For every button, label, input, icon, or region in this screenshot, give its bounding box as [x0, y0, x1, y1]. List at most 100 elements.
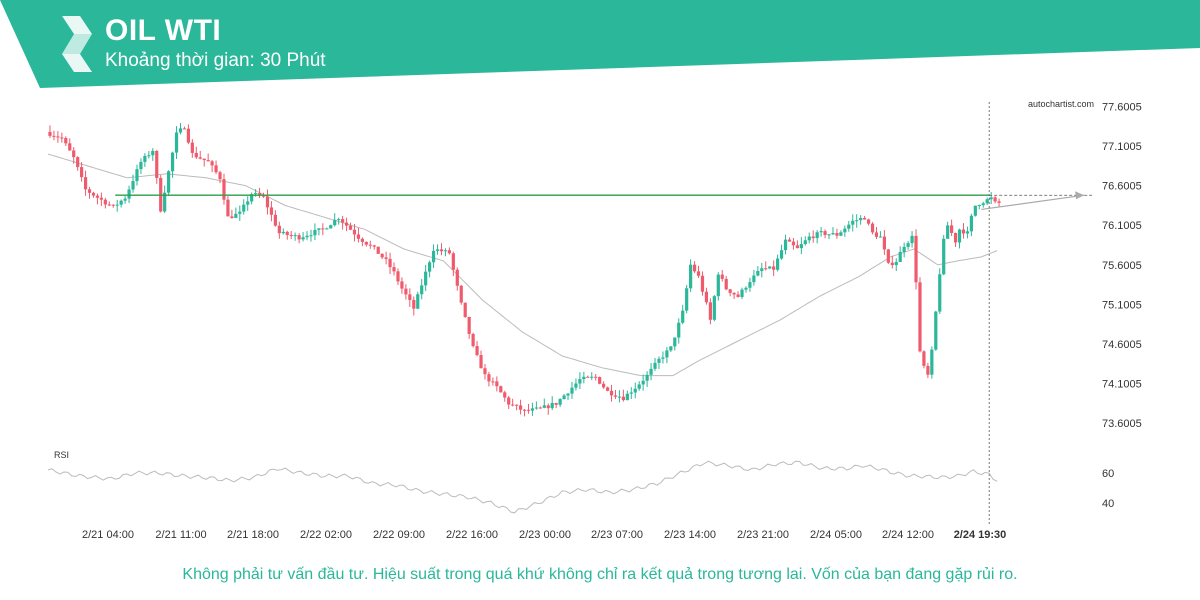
- candle-body: [692, 264, 697, 272]
- candle-body: [246, 201, 250, 205]
- candle-body: [617, 396, 622, 398]
- candle-body: [321, 228, 325, 230]
- candle-body: [76, 157, 80, 168]
- candle-body: [645, 374, 649, 381]
- candle-body: [52, 135, 56, 137]
- candle-body: [819, 231, 823, 233]
- candle-body: [60, 137, 64, 139]
- candle-body: [637, 384, 641, 389]
- candle-body: [669, 346, 673, 351]
- candle-body: [870, 223, 875, 233]
- candle-body: [131, 181, 135, 190]
- candle-body: [297, 235, 301, 240]
- candle-body: [68, 143, 72, 151]
- candle-body: [914, 235, 918, 283]
- candle-body: [740, 289, 744, 297]
- candle-body: [685, 288, 689, 311]
- candle-body: [242, 204, 246, 212]
- candle-body: [803, 240, 807, 245]
- candle-body: [748, 282, 752, 288]
- candle-body: [625, 393, 629, 401]
- y-tick-label: 74.6005: [1102, 339, 1142, 351]
- candle-body: [443, 250, 448, 252]
- candle-body: [309, 235, 313, 237]
- candle-body: [420, 285, 424, 295]
- candle-body: [348, 225, 353, 230]
- candle-body: [261, 195, 266, 197]
- y-tick-label: 75.6005: [1102, 260, 1142, 272]
- candle-body: [360, 238, 364, 242]
- current-time-label: 2/24 19:30: [954, 529, 1007, 541]
- x-tick-label: 2/22 09:00: [373, 529, 425, 541]
- candle-body: [594, 376, 598, 378]
- candle-body: [629, 392, 633, 394]
- candle-body: [507, 397, 511, 405]
- candle-body: [847, 224, 851, 229]
- candle-body: [431, 250, 436, 263]
- candle-body: [605, 387, 610, 391]
- candle-body: [953, 233, 958, 243]
- candle-body: [408, 294, 412, 300]
- candle-body: [214, 165, 218, 173]
- candle-body: [72, 150, 76, 158]
- candle-body: [337, 219, 341, 221]
- candle-body: [155, 150, 159, 178]
- candle-body: [475, 346, 479, 356]
- candle-body: [455, 269, 459, 286]
- timeframe-subtitle: Khoảng thời gian: 30 Phút: [105, 50, 326, 71]
- candle-body: [538, 407, 542, 409]
- candle-body: [890, 262, 894, 266]
- y-tick-label: 76.6005: [1102, 181, 1142, 193]
- candle-body: [198, 157, 202, 159]
- candle-body: [273, 214, 277, 226]
- x-tick-label: 2/24 05:00: [810, 529, 862, 541]
- candle-body: [957, 229, 962, 243]
- candle-body: [127, 189, 131, 199]
- candle-body: [364, 241, 368, 245]
- candle-body: [661, 357, 665, 359]
- candle-body: [190, 142, 194, 153]
- x-tick-label: 2/23 21:00: [737, 529, 789, 541]
- x-tick-label: 2/24 12:00: [882, 529, 934, 541]
- candle-body: [799, 244, 803, 249]
- candle-body: [467, 316, 471, 334]
- candle-body: [206, 160, 210, 162]
- candle-body: [194, 152, 198, 158]
- candle-body: [633, 388, 637, 393]
- candle-body: [783, 239, 788, 251]
- candle-body: [119, 200, 123, 205]
- candle-body: [115, 204, 119, 206]
- candle-body: [325, 228, 329, 230]
- y-tick-label: 74.1005: [1102, 379, 1142, 391]
- candle-body: [728, 289, 732, 293]
- candle-body: [64, 138, 68, 144]
- candle-body: [653, 362, 657, 369]
- candle-body: [886, 249, 890, 263]
- candle-body: [578, 379, 582, 384]
- rsi-tick-label: 40: [1102, 498, 1114, 510]
- candle-body: [123, 198, 127, 201]
- candle-body: [534, 407, 538, 409]
- candle-body: [269, 207, 274, 215]
- candle-body: [289, 235, 293, 237]
- candle-body: [609, 390, 614, 396]
- candle-body: [641, 380, 645, 385]
- candle-body: [412, 299, 416, 309]
- candle-body: [388, 258, 392, 268]
- candle-body: [997, 201, 1001, 203]
- candle-body: [673, 337, 677, 347]
- candle-body: [139, 161, 143, 170]
- candle-body: [526, 409, 531, 411]
- candle-body: [863, 217, 867, 220]
- candle-body: [281, 231, 285, 234]
- y-tick-label: 77.1005: [1102, 141, 1142, 153]
- candle-body: [317, 228, 321, 230]
- candle-body: [906, 243, 910, 247]
- projection-arrowhead: [1075, 191, 1085, 200]
- candle-body: [293, 235, 297, 237]
- candle-body: [392, 267, 396, 272]
- candle-body: [602, 383, 606, 388]
- candle-body: [511, 404, 515, 406]
- candle-body: [202, 158, 206, 161]
- candle-body: [356, 234, 361, 239]
